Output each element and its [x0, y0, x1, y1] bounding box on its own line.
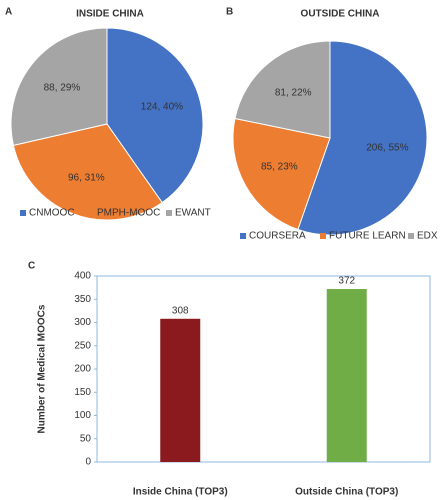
x-tick-label: Inside China (TOP3) [133, 487, 228, 498]
pie-slice [234, 40, 331, 139]
legend-swatch [166, 210, 172, 216]
chart-title: INSIDE CHINA [76, 9, 144, 20]
pie-slice [12, 123, 163, 221]
legend-label: CNMOOC [29, 208, 75, 219]
y-tick-label: 300 [74, 317, 91, 328]
legend-swatch [408, 233, 414, 239]
data-label: 81, 22% [275, 88, 312, 99]
pie-slice [10, 27, 108, 146]
y-tick-label: 50 [80, 433, 92, 444]
chart-title: OUTSIDE CHINA [301, 9, 380, 20]
panel-label: C [28, 261, 35, 272]
y-tick-label: 200 [74, 364, 91, 375]
bar [326, 289, 367, 462]
data-label: 372 [338, 276, 355, 287]
y-tick-label: 350 [74, 294, 91, 305]
data-label: 308 [172, 305, 189, 316]
data-label: 88, 29% [44, 83, 81, 94]
x-tick-label: Outside China (TOP3) [295, 487, 398, 498]
legend-label: EWANT [175, 208, 211, 219]
y-axis-label: Number of Medical MOOCs [37, 304, 48, 433]
data-label: 206, 55% [366, 142, 408, 153]
legend-swatch [240, 233, 246, 239]
data-label: 124, 40% [141, 101, 183, 112]
y-tick-label: 250 [74, 340, 91, 351]
pie-slice [232, 117, 331, 231]
y-tick-label: 400 [74, 271, 91, 282]
bar [160, 318, 201, 462]
y-tick-label: 150 [74, 387, 91, 398]
y-tick-label: 0 [85, 457, 91, 468]
legend-swatch [88, 210, 94, 216]
legend-swatch [20, 210, 26, 216]
pie-slice [106, 27, 204, 204]
data-label: 96, 31% [68, 172, 105, 183]
legend-label: EDX [417, 231, 438, 242]
panel-label: B [226, 7, 233, 18]
y-tick-label: 100 [74, 410, 91, 421]
legend-label: FUTURE LEARN [329, 231, 406, 242]
legend-label: PMPH-MOOC [97, 208, 160, 219]
legend-swatch [320, 233, 326, 239]
panel-label: A [5, 7, 12, 18]
data-label: 85, 23% [261, 161, 298, 172]
plot-frame [96, 275, 431, 463]
legend-label: COURSERA [249, 231, 306, 242]
